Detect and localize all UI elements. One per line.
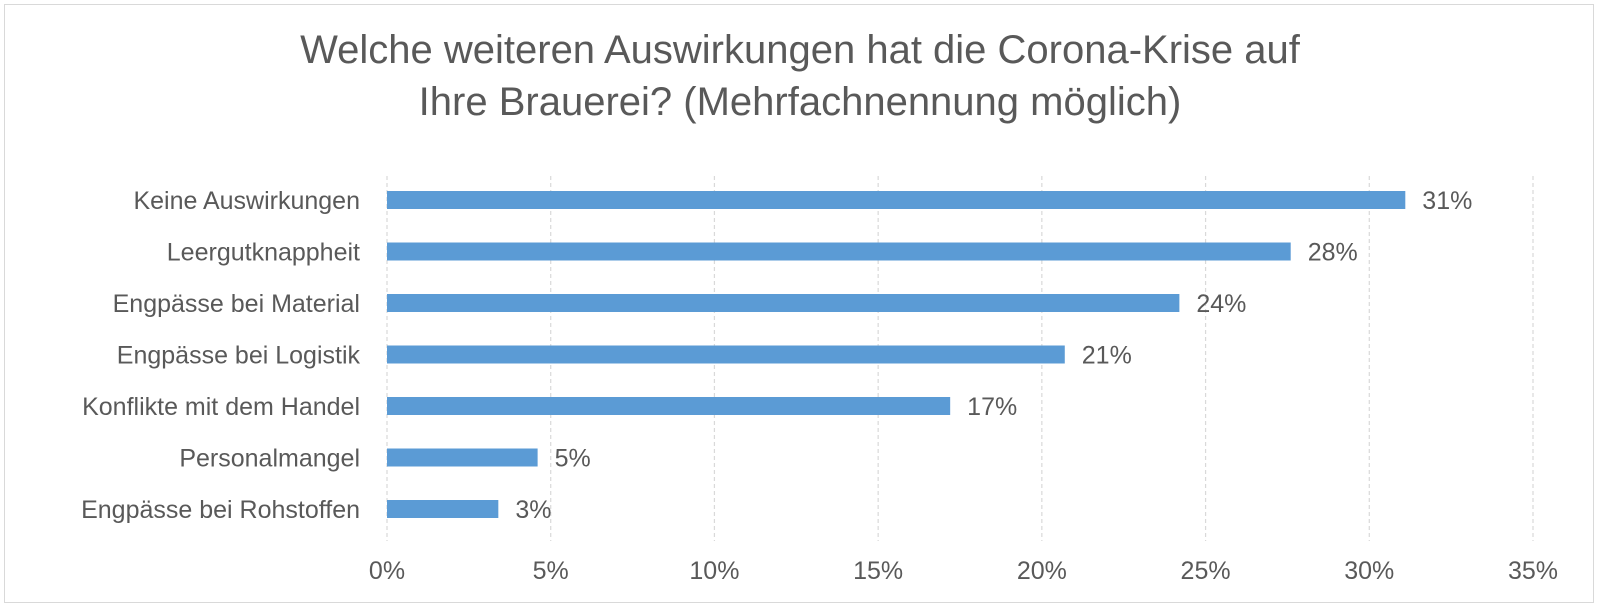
category-label: Konflikte mit dem Handel — [82, 393, 360, 421]
chart-title-line-2: Ihre Brauerei? (Mehrfachnennung möglich) — [418, 80, 1182, 124]
data-label: 24% — [1196, 290, 1246, 318]
x-tick-label: 0% — [369, 557, 405, 585]
x-tick-label: 5% — [533, 557, 569, 585]
data-label: 3% — [515, 496, 551, 524]
category-label: Engpässe bei Material — [113, 290, 360, 318]
bar — [387, 242, 1291, 261]
data-label: 28% — [1308, 239, 1358, 267]
bar — [387, 294, 1180, 312]
category-labels: Keine Auswirkungen Leergutknappheit Engpäs… — [81, 187, 360, 524]
x-tick-label: 30% — [1344, 557, 1394, 585]
x-tick-label: 35% — [1508, 557, 1558, 585]
x-tick-label: 20% — [1017, 557, 1067, 585]
bar — [387, 191, 1406, 209]
x-tick-label: 25% — [1181, 557, 1231, 585]
bar — [387, 448, 538, 467]
data-label: 21% — [1082, 342, 1132, 370]
data-label: 17% — [967, 393, 1017, 421]
category-label: Leergutknappheit — [167, 239, 360, 267]
category-label: Engpässe bei Logistik — [117, 342, 361, 370]
x-tick-labels: 0% 5% 10% 15% 20% 25% 30% 35% — [369, 557, 1558, 585]
chart-title-line-1: Welche weiteren Auswirkungen hat die Cor… — [300, 28, 1300, 72]
chart-title: Welche weiteren Auswirkungen hat die Cor… — [0, 24, 1600, 128]
x-tick-label: 15% — [853, 557, 903, 585]
category-label: Personalmangel — [179, 445, 360, 473]
data-label: 5% — [555, 445, 591, 473]
bar — [387, 500, 499, 518]
category-label: Keine Auswirkungen — [133, 187, 360, 215]
bar — [387, 397, 951, 415]
data-label: 31% — [1422, 187, 1472, 215]
bar — [387, 345, 1065, 364]
data-labels: 31% 28% 24% 21% 17% 5%3% — [515, 187, 1472, 524]
x-tick-label: 10% — [689, 557, 739, 585]
category-label: Engpässe bei Rohstoffen — [81, 496, 360, 524]
bars — [387, 191, 1406, 518]
